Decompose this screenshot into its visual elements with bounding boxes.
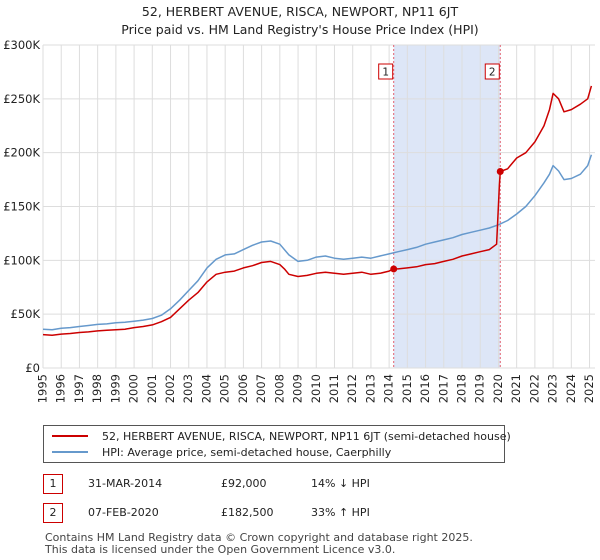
legend-item-hpi: HPI: Average price, semi-detached house,…: [52, 444, 391, 460]
x-tick-label: 2014: [382, 374, 396, 403]
y-tick-label: £50K: [11, 307, 41, 321]
series-line-hpi: [42, 154, 593, 331]
y-tick-label: £150K: [3, 200, 40, 214]
sale-label-2: 2: [489, 67, 496, 79]
footer-licence: This data is licensed under the Open Gov…: [45, 543, 396, 556]
price-chart: 1 2 £0 £50K £100K £150K £200K £250K £300K 1995 1…: [3, 38, 596, 403]
x-tick-label: 2017: [436, 374, 450, 403]
sale-label-1: 1: [382, 67, 389, 79]
x-tick-label: 2012: [345, 374, 359, 403]
y-tick-label: £300K: [3, 38, 40, 52]
legend-swatch-hpi: [52, 451, 88, 453]
x-tick-label: 2021: [509, 374, 523, 403]
x-tick-label: 1998: [90, 374, 104, 403]
x-tick-label: 2015: [400, 374, 414, 403]
chart-title-address: 52, HERBERT AVENUE, RISCA, NEWPORT, NP11…: [141, 4, 459, 19]
transaction-row-1: 1 31-MAR-2014 £92,000 14% ↓ HPI: [43, 474, 563, 494]
x-tick-label: 2003: [181, 374, 195, 403]
y-tick-label: £200K: [3, 146, 40, 160]
x-tick-label: 2010: [309, 374, 323, 403]
legend-label-price: 52, HERBERT AVENUE, RISCA, NEWPORT, NP11…: [102, 429, 511, 443]
x-tick-label: 2004: [199, 374, 213, 403]
chart-legend: 52, HERBERT AVENUE, RISCA, NEWPORT, NP11…: [43, 425, 511, 463]
x-tick-label: 2001: [145, 374, 159, 403]
x-tick-label: 2016: [418, 374, 432, 403]
x-tick-label: 2025: [582, 374, 596, 403]
x-tick-label: 1999: [108, 374, 122, 403]
transaction-price: £92,000: [221, 477, 267, 490]
x-tick-label: 2008: [272, 374, 286, 403]
sale-point-1: [390, 265, 398, 273]
chart-subtitle: Price paid vs. HM Land Registry's House …: [121, 22, 479, 37]
x-tick-label: 2009: [291, 374, 305, 403]
x-tick-label: 2020: [491, 374, 505, 403]
x-tick-label: 2000: [127, 374, 141, 403]
x-tick-label: 2011: [327, 374, 341, 403]
x-tick-label: 2006: [236, 374, 250, 403]
transaction-date: 07-FEB-2020: [88, 506, 159, 519]
x-tick-label: 2013: [363, 374, 377, 403]
footer-copyright: Contains HM Land Registry data © Crown c…: [45, 531, 473, 544]
x-tick-label: 1995: [36, 374, 50, 403]
series-line-price-paid: [42, 85, 593, 336]
x-tick-label: 2024: [564, 374, 578, 403]
x-tick-label: 1997: [72, 374, 86, 403]
transaction-number-badge: 2: [43, 503, 63, 523]
transaction-hpi-diff: 33% ↑ HPI: [311, 506, 370, 519]
legend-label-hpi: HPI: Average price, semi-detached house,…: [102, 445, 392, 459]
legend-item-price: 52, HERBERT AVENUE, RISCA, NEWPORT, NP11…: [52, 428, 511, 444]
x-tick-label: 2019: [473, 374, 487, 403]
y-tick-label: £100K: [3, 253, 40, 267]
sale-label-box-1: [378, 63, 394, 80]
x-tick-label: 2005: [218, 374, 232, 403]
x-tick-label: 2007: [254, 374, 268, 403]
legend-swatch-price: [52, 435, 88, 437]
x-tick-label: 2018: [455, 374, 469, 403]
x-tick-label: 1996: [54, 374, 68, 403]
x-tick-label: 2022: [527, 374, 541, 403]
x-tick-label: 2023: [546, 374, 560, 403]
sale-point-2: [496, 168, 504, 176]
y-tick-label: £250K: [3, 92, 40, 106]
y-tick-label: £0: [25, 361, 40, 375]
transaction-row-2: 2 07-FEB-2020 £182,500 33% ↑ HPI: [43, 503, 563, 523]
transaction-number-badge: 1: [43, 474, 63, 494]
transaction-date: 31-MAR-2014: [88, 477, 163, 490]
sale-label-box-2: [484, 63, 500, 80]
transaction-price: £182,500: [221, 506, 274, 519]
x-tick-label: 2002: [163, 374, 177, 403]
transaction-hpi-diff: 14% ↓ HPI: [311, 477, 370, 490]
